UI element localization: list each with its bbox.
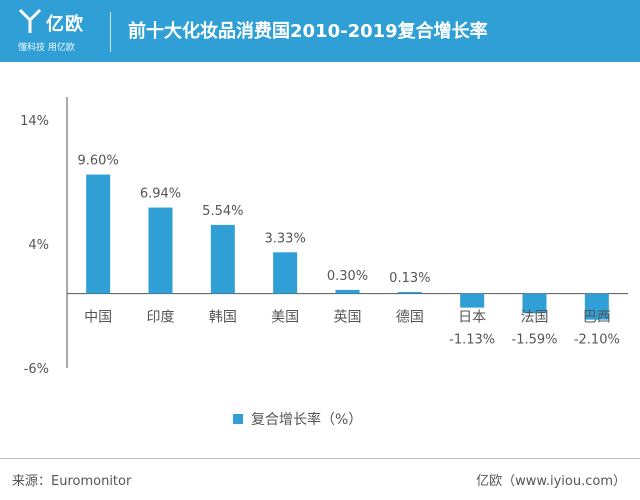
x-tick-label: 美国 [271, 310, 299, 326]
bar [522, 293, 547, 314]
data-label: -1.13% [449, 333, 495, 348]
data-label: 0.30% [327, 269, 368, 284]
page-title: 前十大化妆品消费国2010-2019复合增长率 [128, 21, 488, 42]
x-tick-label: 法国 [521, 310, 549, 326]
bar [86, 174, 111, 294]
chart-legend: 复合增长率（%） [233, 410, 362, 428]
logo-icon [18, 8, 42, 33]
y-tick-label: 14% [20, 114, 49, 129]
x-tick-label: 韩国 [209, 310, 237, 326]
legend-label: 复合增长率（%） [251, 412, 363, 428]
data-label: -2.10% [574, 333, 620, 348]
footer-site: 亿欧（www.iyiou.com） [476, 474, 626, 489]
y-tick-label: 4% [28, 238, 49, 253]
data-label: 3.33% [265, 231, 306, 246]
bar [584, 293, 609, 320]
x-tick-label: 德国 [396, 310, 424, 326]
legend-swatch [233, 414, 243, 424]
header-banner: 亿欧 懂科技 用亿欧 前十大化妆品消费国2010-2019复合增长率 [0, 0, 640, 62]
logo-text: 亿欧 [46, 14, 84, 35]
x-tick-label: 中国 [84, 310, 112, 326]
data-label: 9.60% [78, 154, 119, 169]
data-label: 5.54% [202, 204, 243, 219]
data-label: 6.94% [140, 187, 181, 202]
x-tick-label: 巴西 [583, 310, 611, 326]
x-tick-label: 英国 [334, 309, 362, 326]
bar [397, 291, 422, 294]
source-note: 来源：Euromonitor [12, 474, 132, 489]
header-divider [110, 12, 111, 52]
y-tick-label: -6% [24, 362, 49, 377]
data-label: -1.59% [512, 333, 558, 348]
bar [210, 224, 235, 294]
data-label: 0.13% [389, 271, 430, 286]
bar [335, 289, 360, 294]
x-tick-label: 印度 [147, 310, 175, 326]
logo-slogan: 懂科技 用亿欧 [18, 43, 75, 53]
bar [460, 293, 485, 308]
bar-chart: 14% 4% -6% 9.60% 中国 6.94% 印度 5.54% 韩国 3.33% 美国 0.30… [20, 97, 628, 377]
bar [148, 207, 173, 294]
footer-divider [0, 458, 640, 459]
x-tick-label: 日本 [458, 310, 486, 326]
bar [273, 252, 298, 294]
logo: 亿欧 懂科技 用亿欧 [18, 8, 108, 56]
